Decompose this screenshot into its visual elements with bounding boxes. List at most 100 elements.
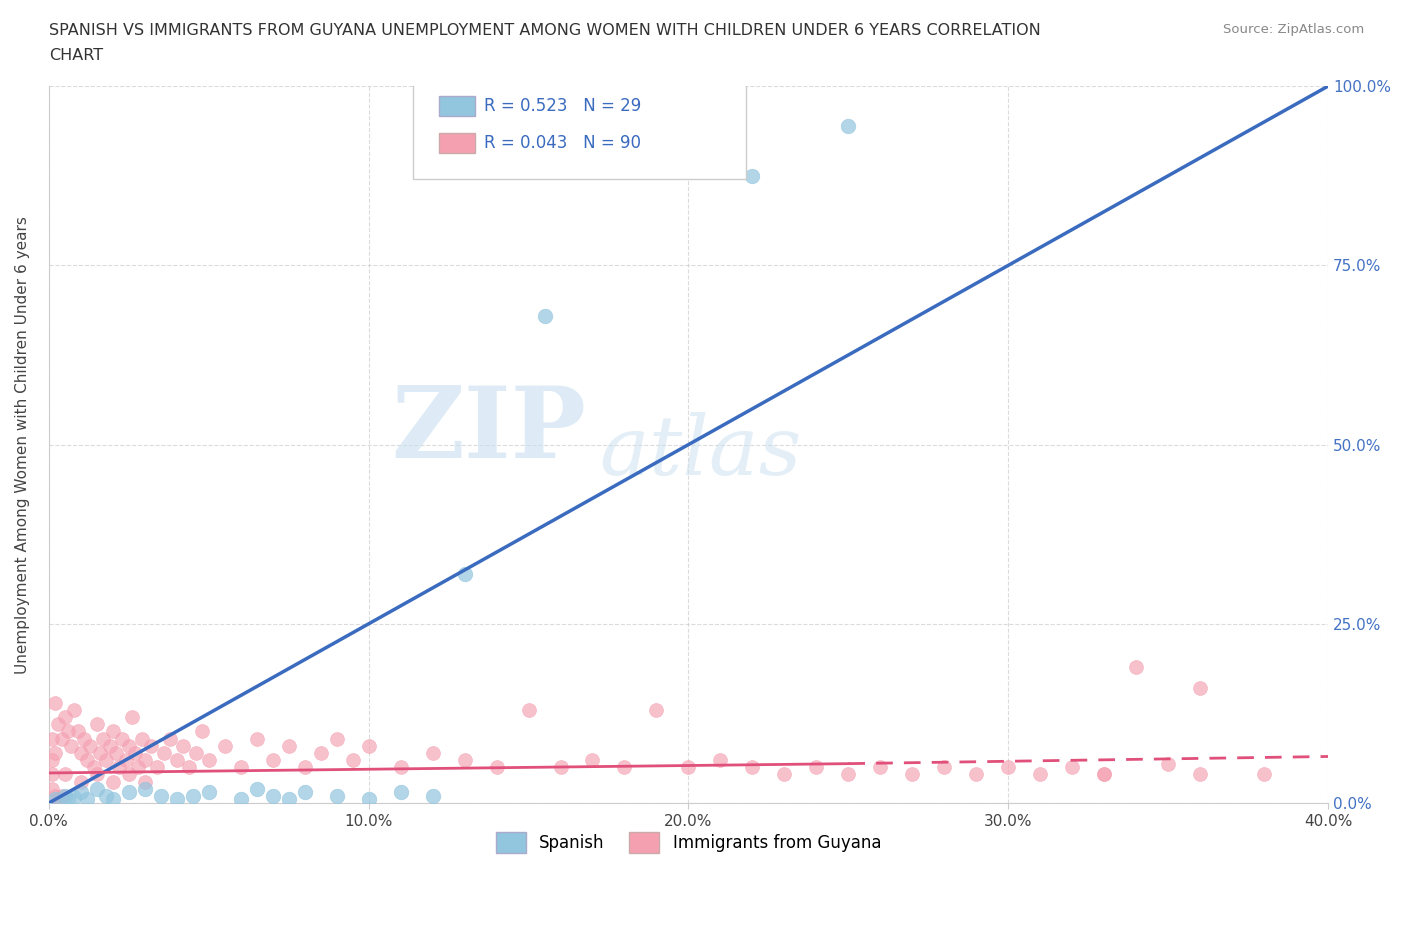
Point xyxy=(181,789,204,804)
FancyBboxPatch shape xyxy=(439,96,475,116)
Point xyxy=(773,767,796,782)
Point xyxy=(41,731,63,746)
Point xyxy=(63,790,86,804)
Point xyxy=(342,752,364,767)
Point xyxy=(262,789,284,804)
Point xyxy=(517,702,540,717)
Point xyxy=(389,760,412,775)
Point xyxy=(453,752,475,767)
Point xyxy=(1029,767,1052,782)
Point xyxy=(166,752,188,767)
Point xyxy=(934,760,956,775)
Text: R = 0.523   N = 29: R = 0.523 N = 29 xyxy=(484,97,641,115)
FancyBboxPatch shape xyxy=(413,83,747,179)
Point xyxy=(104,746,127,761)
Point xyxy=(91,731,114,746)
Point xyxy=(111,731,134,746)
Point xyxy=(56,792,79,807)
Point xyxy=(53,767,76,782)
Point xyxy=(53,789,76,804)
Point xyxy=(197,752,219,767)
Point xyxy=(357,792,380,807)
Point xyxy=(389,785,412,800)
Point xyxy=(741,760,763,775)
Point xyxy=(533,308,555,323)
Point xyxy=(51,731,73,746)
Point xyxy=(69,774,91,789)
Point xyxy=(453,566,475,581)
Point xyxy=(246,781,269,796)
Point xyxy=(134,781,156,796)
Point xyxy=(63,702,86,717)
Point xyxy=(678,760,700,775)
FancyBboxPatch shape xyxy=(439,133,475,153)
Point xyxy=(159,731,181,746)
Point xyxy=(98,738,121,753)
Point xyxy=(325,731,347,746)
Point xyxy=(179,760,201,775)
Y-axis label: Unemployment Among Women with Children Under 6 years: Unemployment Among Women with Children U… xyxy=(15,216,30,673)
Point xyxy=(485,760,508,775)
Text: atlas: atlas xyxy=(599,412,801,492)
Point xyxy=(89,746,111,761)
Point xyxy=(41,752,63,767)
Point xyxy=(550,760,572,775)
Point xyxy=(806,760,828,775)
Point xyxy=(83,760,105,775)
Point xyxy=(277,792,299,807)
Text: ZIP: ZIP xyxy=(391,381,586,479)
Point xyxy=(1189,681,1212,696)
Point xyxy=(172,738,194,753)
Point xyxy=(46,792,69,807)
Point xyxy=(101,774,124,789)
Point xyxy=(1253,767,1275,782)
Point xyxy=(901,767,924,782)
Point xyxy=(837,118,859,133)
Point xyxy=(1092,767,1115,782)
Point xyxy=(134,774,156,789)
Point xyxy=(60,738,83,753)
Point xyxy=(131,731,153,746)
Point xyxy=(741,168,763,183)
Point xyxy=(645,122,668,137)
Point xyxy=(422,746,444,761)
Point xyxy=(1092,767,1115,782)
Point xyxy=(229,760,252,775)
Point xyxy=(86,781,108,796)
Point xyxy=(309,746,332,761)
Point xyxy=(166,792,188,807)
Point xyxy=(53,710,76,724)
Point xyxy=(46,717,69,732)
Point xyxy=(709,752,731,767)
Point xyxy=(325,789,347,804)
Point xyxy=(184,746,207,761)
Point xyxy=(79,738,101,753)
Point xyxy=(581,752,603,767)
Point xyxy=(56,724,79,738)
Point xyxy=(127,760,149,775)
Point xyxy=(41,781,63,796)
Point xyxy=(149,789,172,804)
Point xyxy=(96,789,118,804)
Point xyxy=(69,785,91,800)
Point xyxy=(44,696,66,711)
Point xyxy=(44,792,66,807)
Point xyxy=(108,760,131,775)
Point xyxy=(124,746,146,761)
Text: Source: ZipAtlas.com: Source: ZipAtlas.com xyxy=(1223,23,1364,36)
Point xyxy=(44,746,66,761)
Text: SPANISH VS IMMIGRANTS FROM GUYANA UNEMPLOYMENT AMONG WOMEN WITH CHILDREN UNDER 6: SPANISH VS IMMIGRANTS FROM GUYANA UNEMPL… xyxy=(49,23,1040,38)
Point xyxy=(1062,760,1084,775)
Point xyxy=(1189,767,1212,782)
Point xyxy=(229,792,252,807)
Point xyxy=(118,785,141,800)
Point xyxy=(146,760,169,775)
Point xyxy=(645,702,668,717)
Point xyxy=(1125,659,1147,674)
Point xyxy=(262,752,284,767)
Point xyxy=(1157,756,1180,771)
Point xyxy=(357,738,380,753)
Point xyxy=(76,792,98,807)
Point xyxy=(277,738,299,753)
Point xyxy=(997,760,1019,775)
